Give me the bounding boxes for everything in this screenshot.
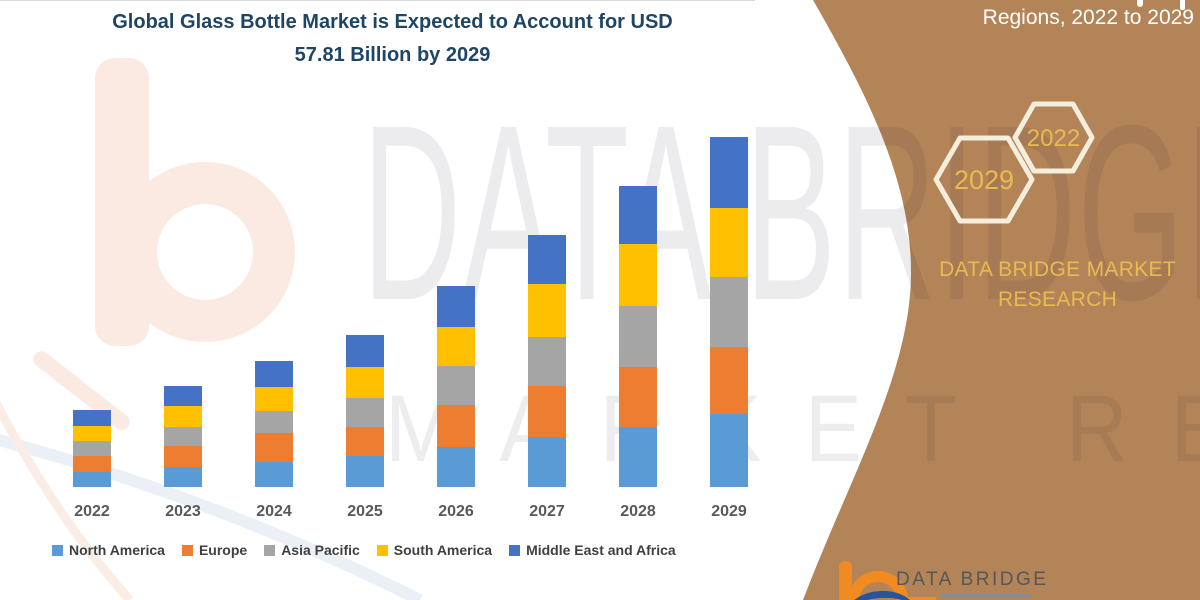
x-axis-label: 2023 <box>165 503 201 520</box>
chart-title-line1: Global Glass Bottle Market is Expected t… <box>112 11 673 33</box>
brand-panel-line2: RESEARCH <box>997 288 1118 311</box>
stacked-bar-2028 <box>619 186 657 487</box>
footer-logo-wordmark: DATA BRIDGE <box>896 569 1049 590</box>
legend-item: Europe <box>181 542 248 558</box>
stacked-bar-2025 <box>346 335 384 487</box>
legend-label: Europe <box>198 542 248 558</box>
bar-segment <box>710 137 748 208</box>
bar-segment <box>619 244 657 306</box>
cutoff-text-fragment <box>1180 0 1185 10</box>
bar-segment <box>437 286 475 327</box>
bar-segment <box>164 467 202 487</box>
bar-segment <box>528 437 566 487</box>
bar-segment <box>164 446 202 467</box>
stacked-bar-2026 <box>437 286 475 487</box>
bar-segment <box>619 306 657 367</box>
bar-segment <box>437 327 475 366</box>
bar-segment <box>255 387 293 411</box>
bar-segment <box>437 447 475 487</box>
brand-panel-line1: DATA BRIDGE MARKET <box>939 258 1176 281</box>
x-axis-label: 2029 <box>711 503 747 520</box>
bar-segment <box>255 462 293 487</box>
bar-segment <box>255 361 293 387</box>
chart-title-line2: 57.81 Billion by 2029 <box>294 44 491 66</box>
legend-swatch <box>376 544 388 556</box>
bar-segment <box>528 337 566 386</box>
x-axis-label: 2026 <box>438 503 474 520</box>
bar-segment <box>255 433 293 462</box>
bar-segment <box>710 208 748 277</box>
bar-segment <box>528 235 566 284</box>
bar-segment <box>619 367 657 427</box>
bar-segment <box>73 472 111 487</box>
stacked-bar-2023 <box>164 386 202 487</box>
bar-segment <box>437 405 475 447</box>
bar-segment <box>710 277 748 347</box>
bar-segment <box>528 284 566 337</box>
bar-segment <box>346 398 384 427</box>
legend-label: Asia Pacific <box>281 542 360 558</box>
bar-segment <box>710 414 748 487</box>
legend-swatch <box>52 544 63 556</box>
legend-swatch <box>181 544 193 556</box>
x-axis-line <box>0 0 755 1</box>
x-axis-label: 2022 <box>74 503 110 520</box>
legend-item: Asia Pacific <box>264 542 360 558</box>
bar-segment <box>73 426 111 441</box>
bar-segment <box>164 386 202 406</box>
footer-logo-underline <box>940 594 1032 597</box>
x-axis-label: 2024 <box>256 503 292 520</box>
bar-segment <box>255 411 293 433</box>
legend-swatch <box>509 544 521 556</box>
legend-swatch <box>264 544 276 556</box>
bar-segment <box>164 427 202 446</box>
brand-panel: DATA BRIDGE MARKET RESEARCH <box>930 255 1185 315</box>
bar-segment <box>528 386 566 437</box>
bar-segment <box>73 456 111 472</box>
bar-segment <box>619 427 657 487</box>
stacked-bar-2027 <box>528 235 566 487</box>
bar-segment <box>346 427 384 456</box>
bar-segment <box>164 406 202 427</box>
legend-label: South America <box>393 542 493 558</box>
bar-segment <box>437 366 475 405</box>
bar-segment <box>346 335 384 367</box>
chart-legend: North America Europe Asia Pacific South Ame… <box>52 542 676 558</box>
bar-segment <box>619 186 657 244</box>
stacked-bar-2029 <box>710 137 748 487</box>
footer-logo-b-bowl <box>848 571 908 600</box>
footer-logo-subtitle-clipped <box>896 597 936 600</box>
stacked-bar-2022 <box>73 410 111 487</box>
bar-segment <box>73 410 111 426</box>
bar-segment <box>710 347 748 414</box>
legend-item: Middle East and Africa <box>509 542 676 558</box>
regions-caption: Regions, 2022 to 2029 <box>982 6 1194 29</box>
x-axis-label: 2025 <box>347 503 383 520</box>
bar-segment <box>346 456 384 487</box>
legend-item: North America <box>52 542 165 558</box>
x-axis-label: 2027 <box>529 503 565 520</box>
cutoff-text-fragment <box>1137 0 1143 7</box>
legend-label: Middle East and Africa <box>526 542 676 558</box>
x-axis-label: 2028 <box>620 503 656 520</box>
stacked-bar-2024 <box>255 361 293 487</box>
bar-segment <box>73 441 111 456</box>
watermark-marketresearch: MARKET RESEARCH <box>385 376 1200 482</box>
bar-segment <box>346 367 384 398</box>
legend-label: North America <box>69 542 165 558</box>
chart-title: Global Glass Bottle Market is Expected t… <box>35 6 750 72</box>
legend-item: South America <box>376 542 493 558</box>
